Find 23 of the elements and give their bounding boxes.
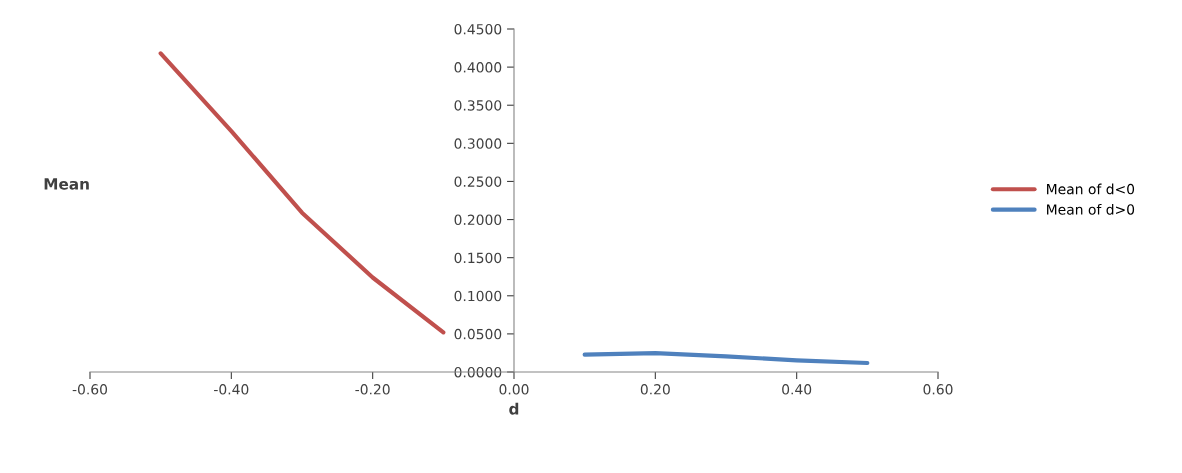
y-tick-label: 0.1000	[454, 290, 502, 302]
y-tick-label: 0.2000	[454, 214, 502, 226]
y-tick-label: 0.3500	[454, 100, 502, 111]
y-tick-label: 0.2500	[454, 176, 502, 187]
x-tick-label: -0.60	[72, 384, 108, 395]
legend-label: Mean of d<0	[1047, 183, 1135, 195]
x-tick-label: -0.40	[214, 384, 249, 395]
x-tick-label: -0.20	[355, 384, 390, 395]
x-axis-title: d	[509, 402, 519, 415]
x-tick-label: 0.40	[782, 384, 812, 395]
line-series	[582, 351, 870, 366]
y-axis-title: Mean	[44, 178, 89, 190]
x-tick-label: 0.20	[640, 384, 670, 395]
line-series	[158, 51, 446, 335]
y-tick-label: 0.4500	[454, 23, 502, 35]
legend-label: Mean of d>0	[1047, 203, 1135, 215]
x-tick-label: 0.60	[923, 384, 953, 395]
y-tick-label: 0.4000	[454, 62, 502, 73]
y-tick-label: 0.0500	[454, 328, 502, 340]
y-tick-label: 0.1500	[454, 252, 502, 264]
x-tick-label: 0.00	[499, 384, 529, 395]
y-tick-label: 0.3000	[454, 138, 502, 149]
y-tick-label: 0.0000	[454, 366, 502, 378]
